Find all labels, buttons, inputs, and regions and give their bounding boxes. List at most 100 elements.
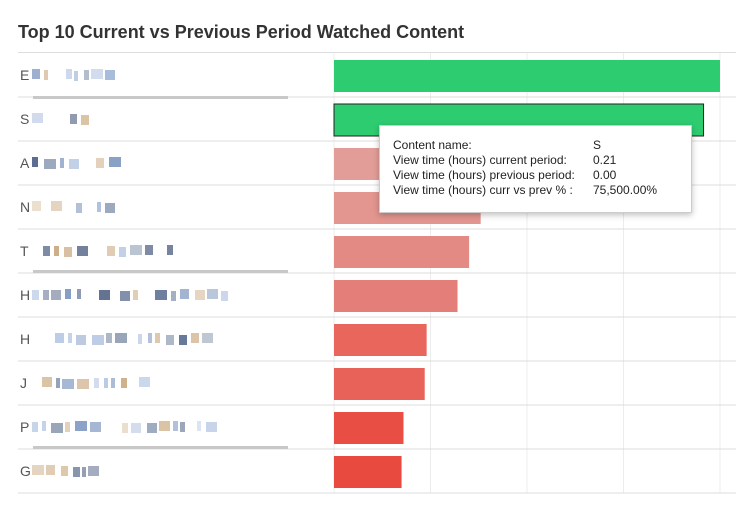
redacted-block <box>60 158 64 168</box>
redacted-block <box>32 69 40 79</box>
redacted-block <box>74 71 78 81</box>
redacted-block <box>171 291 176 301</box>
redacted-block <box>75 421 87 431</box>
redacted-block <box>179 335 187 345</box>
bar <box>334 236 470 268</box>
redacted-block <box>105 70 115 80</box>
bar <box>334 456 402 488</box>
label-divider-bar <box>33 96 288 99</box>
redacted-block <box>76 203 82 213</box>
redacted-block <box>61 466 68 476</box>
redacted-block <box>105 203 115 213</box>
bar <box>334 280 458 312</box>
redacted-block <box>131 423 141 433</box>
redacted-block <box>109 157 121 167</box>
redacted-block <box>202 333 213 343</box>
redacted-block <box>64 247 72 257</box>
category-label: H <box>20 287 30 303</box>
redacted-block <box>145 245 153 255</box>
redacted-block <box>133 290 138 300</box>
redacted-block <box>73 467 80 477</box>
redacted-block <box>159 421 170 431</box>
category-label: G <box>20 463 31 479</box>
redacted-block <box>120 291 130 301</box>
tooltip-row-current: View time (hours) current period: 0.21 <box>393 153 617 167</box>
redacted-block <box>167 245 173 255</box>
redacted-block <box>54 246 59 256</box>
redacted-block <box>81 115 89 125</box>
bar <box>334 368 425 400</box>
category-label: E <box>20 67 29 83</box>
redacted-block <box>166 335 174 345</box>
redacted-block <box>138 334 142 344</box>
redacted-block <box>97 202 101 212</box>
redacted-block <box>207 289 218 299</box>
redacted-block <box>44 159 56 169</box>
bar <box>334 60 720 92</box>
redacted-block <box>66 69 72 79</box>
redacted-block <box>173 421 178 431</box>
redacted-block <box>43 246 50 256</box>
redacted-block <box>77 246 88 256</box>
redacted-block <box>32 290 39 300</box>
redacted-block <box>107 246 115 256</box>
redacted-block <box>90 422 101 432</box>
redacted-block <box>180 289 189 299</box>
redacted-block <box>32 201 41 211</box>
label-divider-bar <box>33 446 288 449</box>
tooltip-row-change: View time (hours) curr vs prev % :75,500… <box>393 183 658 197</box>
redacted-block <box>115 333 127 343</box>
redacted-block <box>76 335 86 345</box>
category-label: T <box>20 243 29 259</box>
redacted-block <box>77 379 89 389</box>
category-label: H <box>20 331 30 347</box>
chart-tooltip: Content name: S View time (hours) current… <box>379 125 692 213</box>
redacted-block <box>119 247 126 257</box>
redacted-block <box>180 422 185 432</box>
redacted-block <box>32 157 38 167</box>
redacted-block <box>106 333 112 343</box>
bar <box>334 324 427 356</box>
redacted-block <box>94 378 99 388</box>
redacted-block <box>46 465 55 475</box>
redacted-block <box>122 423 128 433</box>
redacted-block <box>55 333 64 343</box>
redacted-block <box>139 377 150 387</box>
redacted-block <box>44 70 48 80</box>
chart-title: Top 10 Current vs Previous Period Watche… <box>18 22 465 42</box>
redacted-block <box>43 290 49 300</box>
redacted-block <box>65 422 70 432</box>
redacted-block <box>197 421 201 431</box>
label-divider-bar <box>33 270 288 273</box>
redacted-block <box>68 333 72 343</box>
redacted-block <box>206 422 217 432</box>
redacted-block <box>70 114 77 124</box>
redacted-block <box>82 467 86 477</box>
redacted-block <box>42 377 52 387</box>
redacted-block <box>88 466 99 476</box>
redacted-block <box>130 245 142 255</box>
redacted-block <box>99 290 110 300</box>
redacted-block <box>56 378 60 388</box>
title-divider <box>18 52 736 53</box>
tooltip-row-content-name: Content name: S <box>393 138 602 152</box>
redacted-block <box>91 69 103 79</box>
redacted-block <box>92 335 104 345</box>
redacted-block <box>96 158 104 168</box>
redacted-block <box>51 423 63 433</box>
redacted-block <box>121 378 127 388</box>
bar <box>334 412 404 444</box>
redacted-block <box>42 421 46 431</box>
redacted-block <box>51 290 61 300</box>
tooltip-row-previous: View time (hours) previous period: 0.00 <box>393 168 617 182</box>
category-label: J <box>20 375 27 391</box>
redacted-block <box>195 290 205 300</box>
redacted-block <box>155 333 160 343</box>
redacted-block <box>221 291 228 301</box>
redacted-block <box>62 379 74 389</box>
redacted-block <box>32 465 44 475</box>
category-label: S <box>20 111 29 127</box>
redacted-block <box>32 422 38 432</box>
category-label: A <box>20 155 30 171</box>
redacted-block <box>147 423 157 433</box>
